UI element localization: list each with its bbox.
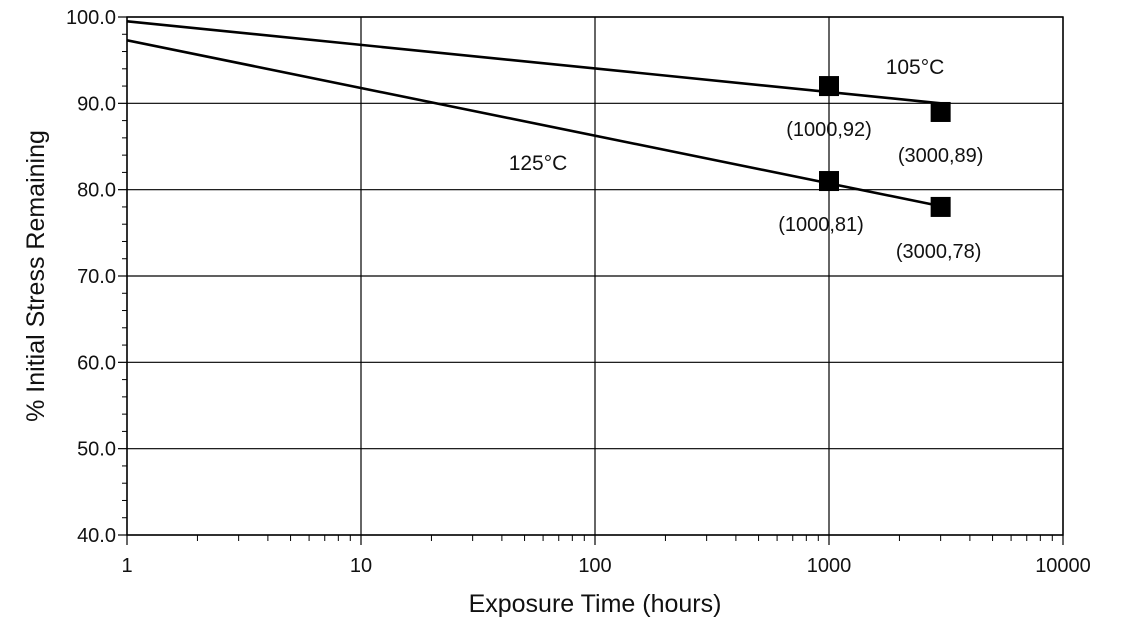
series-label: 105°C (886, 56, 945, 79)
data-point-label: (1000,81) (778, 214, 864, 236)
data-point-label: (3000,89) (898, 145, 984, 167)
y-tick-label: 40.0 (77, 525, 116, 547)
data-point-label: (1000,92) (786, 119, 872, 141)
data-point-marker (819, 76, 839, 97)
x-tick-label: 1 (121, 555, 132, 577)
x-tick-label: 100 (578, 555, 611, 577)
data-point-label: (3000,78) (896, 241, 982, 263)
x-tick-labels: 1 10 100 1000 10000 (121, 555, 1090, 577)
y-tick-label: 70.0 (77, 266, 116, 288)
x-tick-label: 10000 (1035, 555, 1091, 577)
series-label: 125°C (509, 152, 568, 175)
data-point-marker (930, 196, 951, 217)
y-tick-label: 90.0 (77, 93, 116, 115)
x-tick-label: 1000 (807, 555, 852, 577)
y-tick-label: 60.0 (77, 352, 116, 374)
y-tick-labels: 40.0 50.0 60.0 70.0 80.0 90.0 100.0 (66, 7, 116, 547)
series (126, 20, 951, 217)
data-point-marker (930, 101, 951, 122)
series-line (126, 20, 941, 105)
y-tick-label: 80.0 (77, 180, 116, 202)
y-tick-label: 50.0 (77, 439, 116, 461)
y-axis-title: % Initial Stress Remaining (22, 130, 50, 422)
data-point-marker (819, 171, 839, 192)
grid (126, 16, 1064, 536)
series-line (126, 39, 941, 208)
x-axis-title: Exposure Time (hours) (469, 590, 722, 618)
annotations: (1000,92) (3000,89) 105°C (1000,81) (3000,78… (509, 56, 984, 263)
plot-frame (126, 16, 1064, 536)
minor-ticks (118, 16, 1064, 545)
x-tick-label: 10 (350, 555, 372, 577)
y-tick-label: 100.0 (66, 7, 116, 29)
